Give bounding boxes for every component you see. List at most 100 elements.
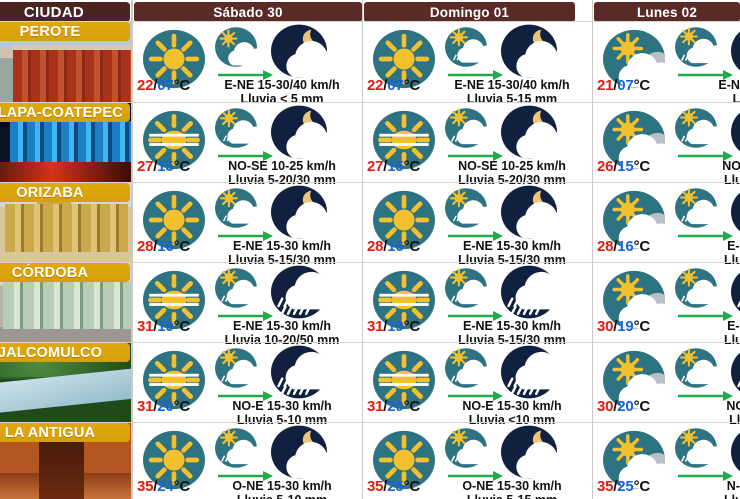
wind-arrow-east-icon <box>677 309 733 328</box>
day-column-domingo: Domingo 01 22/07°C E-NE 15-30/40 km/h Lluv… <box>363 0 593 499</box>
row-divider <box>0 21 740 22</box>
forecast-cell[interactable]: 28/16°C E-NE 15-30 km/h Lluvia 5-15/30 mm <box>363 183 593 267</box>
sun-cloud-rain-icon <box>215 267 266 314</box>
rain-text: Lluv <box>729 413 740 427</box>
sun-cloud-drizzle-icon <box>445 26 495 73</box>
rain-text: Lluvia 5-15/30 mm <box>458 253 566 267</box>
temperature-range: 35/25°C <box>597 478 650 495</box>
city-name-banner: CÓRDOBA <box>0 263 130 282</box>
temp-min: 19 <box>387 318 404 335</box>
night-cloud-rain-icon <box>731 344 740 405</box>
wind-arrow-east-icon <box>217 149 273 168</box>
wind-text: NO-E 15-30 km/h <box>232 399 332 413</box>
rain-text: Lluvia 10-20/50 mm <box>224 333 340 347</box>
forecast-cell[interactable]: 31/20°C NO-E 15-30 km/h Lluvia <10 mm <box>363 343 593 427</box>
forecast-cell[interactable]: 30/20°C NO-ELluv <box>593 343 740 427</box>
forecast-cell[interactable]: 26/15°C NO-SELluvia <box>593 103 740 187</box>
day-header: Domingo 01 <box>364 2 575 22</box>
temp-separator: / <box>153 398 158 415</box>
forecast-cell[interactable]: 28/16°C E-NE 15-30 km/h Lluvia 5-15/30 mm <box>133 183 363 267</box>
column-divider <box>131 0 132 499</box>
rain-text: Lluvia 5-15 mm <box>433 493 591 499</box>
temp-min: 16 <box>387 238 404 255</box>
forecast-cell[interactable]: 31/19°C E-NE 15-30 km/h Lluvia 5-15/30 mm <box>363 263 593 347</box>
sun-cloud-rain-icon <box>675 187 726 234</box>
temp-max: 35 <box>597 478 614 495</box>
temp-separator: / <box>383 158 388 175</box>
forecast-cell[interactable]: 30/19°C E-NELluvia <box>593 263 740 347</box>
temperature-range: 28/16°C <box>597 238 650 255</box>
sun-cloud-rain-icon <box>675 427 726 474</box>
sun-haze-icon <box>143 109 205 176</box>
forecast-cell[interactable]: 31/20°C NO-E 15-30 km/h Lluvia 5-10 mm <box>133 343 363 427</box>
temp-separator: / <box>383 318 388 335</box>
wind-text: N-NE <box>726 479 740 493</box>
forecast-cell[interactable]: 22/07°C E-NE 15-30/40 km/h Lluvia < 5 mm <box>133 22 363 106</box>
city-name-banner: PEROTE <box>0 22 130 41</box>
temp-min: 16 <box>157 238 174 255</box>
moon-cloud-icon <box>731 184 740 245</box>
moon-cloud-icon <box>501 104 574 165</box>
night-cloud-rain-icon <box>271 264 346 325</box>
temp-separator: / <box>613 398 618 415</box>
temperature-range: 28/16°C <box>367 238 420 255</box>
wind-text: NO-SE <box>722 159 740 173</box>
forecast-cell[interactable]: 22/07°C E-NE 15-30/40 km/h Lluvia 5-15 mm <box>363 22 593 106</box>
temp-unit: °C <box>403 478 421 495</box>
sun-cloud-rain-icon <box>445 347 496 394</box>
city-column-header: CIUDAD <box>0 2 130 22</box>
wind-text: E-NE 15-30 km/h <box>463 239 561 253</box>
forecast-cell[interactable]: 21/07°C E-NE 15Llu <box>593 22 740 106</box>
temp-unit: °C <box>403 398 421 415</box>
sun-cloud-drizzle-icon <box>215 187 265 234</box>
city-cell: PEROTE <box>0 22 131 103</box>
sun-cloud-rain-icon <box>675 347 726 394</box>
sun-cloud-rain-icon <box>445 427 496 474</box>
wind-arrow-east-icon <box>217 309 273 328</box>
night-cloud-rain-icon <box>271 344 346 405</box>
temperature-range: 26/15°C <box>597 158 650 175</box>
forecast-cell[interactable]: 35/25°C N-NELluvia <box>593 423 740 499</box>
sun-haze-icon <box>373 109 435 176</box>
rain-text: Lluvia 5-20/30 mm <box>458 173 566 187</box>
moon-cloud-icon <box>501 424 574 485</box>
sun-icon <box>143 28 205 95</box>
cloud-sun-icon <box>603 429 686 496</box>
rain-text: Lluvia 5-20/30 mm <box>228 173 336 187</box>
temperature-range: 35/24°C <box>137 478 190 495</box>
wind-text: E-NE <box>727 239 740 253</box>
sun-cloud-icon <box>215 26 266 73</box>
moon-cloud-icon <box>731 424 740 485</box>
wind-text: E-NE <box>727 319 740 333</box>
wind-arrow-east-icon <box>447 469 503 488</box>
temperature-range: 30/20°C <box>597 398 650 415</box>
temp-min: 19 <box>157 318 174 335</box>
temperature-range: 22/07°C <box>137 77 190 94</box>
row-divider <box>0 422 740 423</box>
wind-arrow-east-icon <box>217 229 273 248</box>
city-cell: JALCOMULCO <box>0 343 131 423</box>
forecast-cell[interactable]: 27/15°C NO-SE 10-25 km/h Lluvia 5-20/30 mm <box>363 103 593 187</box>
wind-arrow-east-icon <box>217 469 273 488</box>
temp-separator: / <box>153 238 158 255</box>
day-header: Lunes 02 <box>594 2 740 22</box>
temp-max: 28 <box>367 238 384 255</box>
temp-min: 07 <box>157 77 174 94</box>
wind-text: E-NE 15-30 km/h <box>463 319 561 333</box>
temp-unit: °C <box>403 318 421 335</box>
rain-text: Lluvia <box>723 253 740 267</box>
column-divider <box>362 0 363 499</box>
forecast-cell[interactable]: 31/19°C E-NE 15-30 km/h Lluvia 10-20/50 mm <box>133 263 363 347</box>
temp-max: 31 <box>367 398 384 415</box>
forecast-cell[interactable]: 28/16°C E-NELluvia <box>593 183 740 267</box>
temp-unit: °C <box>173 318 191 335</box>
temp-min: 25 <box>387 478 404 495</box>
temperature-range: 22/07°C <box>367 77 420 94</box>
night-cloud-rain-icon <box>731 264 740 325</box>
forecast-cell[interactable]: 27/15°C NO-SE 10-25 km/h Lluvia 5-20/30 mm <box>133 103 363 187</box>
temperature-range: 28/16°C <box>137 238 190 255</box>
temperature-range: 31/20°C <box>367 398 420 415</box>
temperature-range: 31/19°C <box>137 318 190 335</box>
